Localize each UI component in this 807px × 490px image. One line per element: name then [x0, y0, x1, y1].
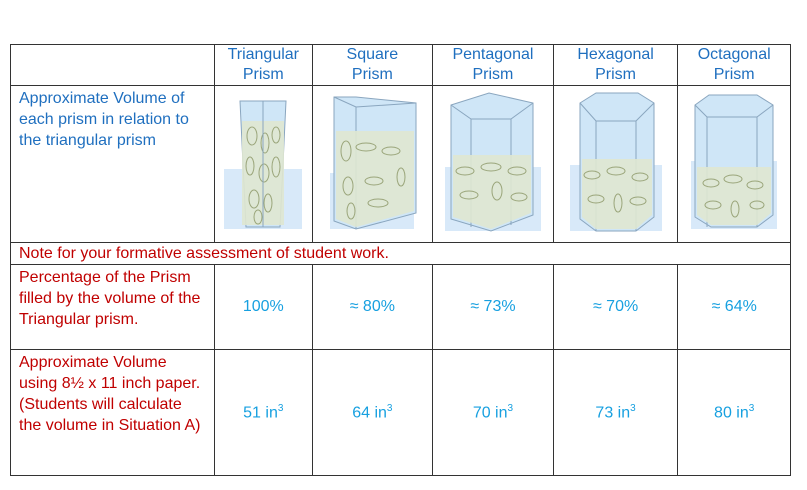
- hexagonal-prism-image: [569, 92, 662, 232]
- volume-row: Approximate Volume using 8½ x 11 inch pa…: [9, 349, 791, 476]
- row-label-percentage: Percentage of the Prism filled by the vo…: [9, 264, 216, 350]
- col-header-hexagonal: Hexagonal Prism: [552, 44, 679, 86]
- octagonal-prism-image: [691, 94, 778, 229]
- col-header-triangular: Triangular Prism: [214, 44, 313, 86]
- square-prism-cell: [311, 85, 434, 243]
- percentage-hexagonal: ≈ 70%: [552, 264, 679, 350]
- volume-octagonal: 80 in3: [677, 349, 791, 476]
- row-label-volume: Approximate Volume using 8½ x 11 inch pa…: [9, 349, 216, 476]
- percentage-octagonal: ≈ 64%: [677, 264, 791, 350]
- row-label-approx-volume: Approximate Volume of each prism in rela…: [9, 85, 216, 243]
- square-prism-image: [330, 96, 417, 230]
- percentage-pentagonal: ≈ 73%: [432, 264, 554, 350]
- col-header-octagonal: Octagonal Prism: [677, 44, 791, 86]
- triangular-prism-image: [224, 100, 303, 229]
- octagonal-prism-cell: [677, 85, 791, 243]
- prism-table: Triangular Prism Square Prism Pentagonal Pr…: [9, 44, 791, 476]
- col-header-pentagonal: Pentagonal Prism: [432, 44, 554, 86]
- header-row: Triangular Prism Square Prism Pentagonal Pr…: [9, 44, 791, 86]
- formative-note: Note for your formative assessment of st…: [10, 242, 791, 265]
- percentage-triangular: 100%: [214, 264, 313, 350]
- hexagonal-prism-cell: [552, 85, 679, 243]
- volume-hexagonal: 73 in3: [552, 349, 679, 476]
- pentagonal-prism-image: [444, 92, 541, 232]
- pentagonal-prism-cell: [432, 85, 554, 243]
- triangular-prism-cell: [214, 85, 313, 243]
- volume-triangular: 51 in3: [214, 349, 313, 476]
- volume-square: 64 in3: [311, 349, 434, 476]
- images-row: Approximate Volume of each prism in rela…: [9, 85, 791, 243]
- corner-cell: [9, 44, 216, 86]
- percentage-row: Percentage of the Prism filled by the vo…: [9, 264, 791, 350]
- volume-pentagonal: 70 in3: [432, 349, 554, 476]
- percentage-square: ≈ 80%: [311, 264, 434, 350]
- note-row: Note for your formative assessment of st…: [10, 242, 791, 265]
- col-header-square: Square Prism: [311, 44, 434, 86]
